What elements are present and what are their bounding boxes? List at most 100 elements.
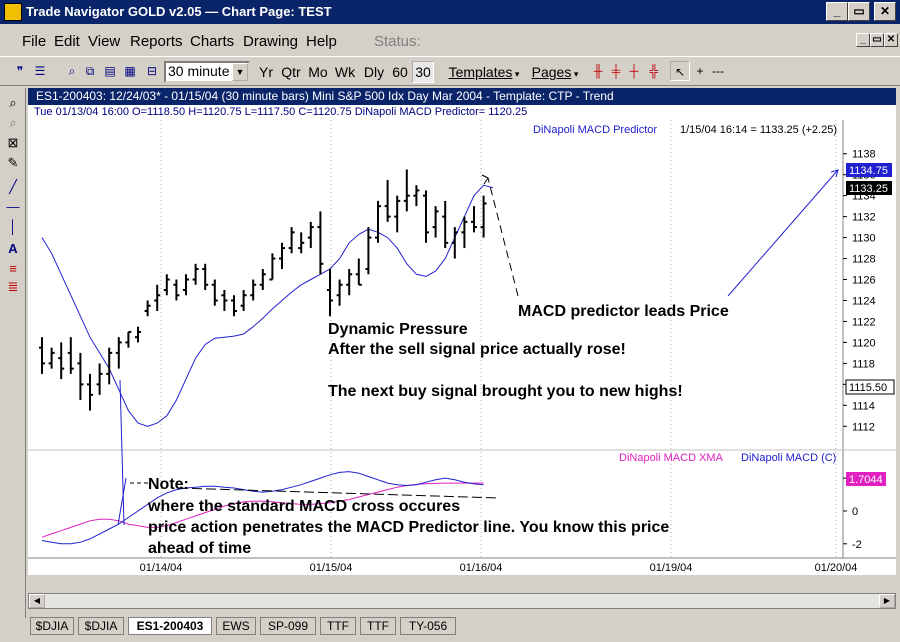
doc-restore-button[interactable]: ▭ xyxy=(870,33,884,47)
price-tick-label: 1114 xyxy=(852,400,875,412)
menu-help[interactable]: Help xyxy=(306,33,337,50)
leads-arrow-solid xyxy=(727,169,839,297)
zoom-in-icon[interactable]: ╬ xyxy=(649,64,659,78)
price-bar xyxy=(135,326,141,343)
interval-select[interactable]: 30 minute ▼ xyxy=(164,61,250,83)
period-mo-button[interactable]: Mo xyxy=(308,64,328,80)
price-bar xyxy=(259,269,266,290)
trendline-icon[interactable]: ╱ xyxy=(9,179,17,194)
price-bar xyxy=(442,200,449,249)
menu-file[interactable]: File xyxy=(22,33,47,50)
predictor-value-box xyxy=(846,163,892,177)
tab-ty-056[interactable]: TY-056 xyxy=(400,617,456,635)
period-dly-button[interactable]: Dly xyxy=(363,64,385,80)
quote-icon[interactable]: ❞ xyxy=(16,64,24,78)
price-bar xyxy=(394,195,401,233)
menu-edit[interactable]: Edit xyxy=(54,33,80,50)
tab-es1-200403[interactable]: ES1-200403 xyxy=(128,617,212,635)
chart-copy-icon[interactable]: ⧉ xyxy=(85,64,95,78)
tab-sp-099[interactable]: SP-099 xyxy=(260,617,316,635)
retracement-icon[interactable]: ≣ xyxy=(7,279,19,294)
price-bar xyxy=(87,373,93,411)
minimize-button[interactable]: _ xyxy=(826,2,848,21)
period-30-button[interactable]: 30 xyxy=(412,61,434,83)
price-bar xyxy=(451,227,458,259)
menu-drawing[interactable]: Drawing xyxy=(243,33,299,50)
text-tool-icon[interactable]: A xyxy=(8,241,18,256)
doc-close-button[interactable]: ✕ xyxy=(884,33,898,47)
status-label: Status: xyxy=(374,33,421,50)
vertical-line-icon[interactable]: │ xyxy=(8,219,18,234)
chart-new-icon[interactable]: ▤ xyxy=(104,64,116,78)
price-tick-label: 1138 xyxy=(852,149,876,161)
pages-label: Pages xyxy=(531,64,572,80)
price-bar xyxy=(202,263,209,290)
scroll-right-icon[interactable]: ▶ xyxy=(879,594,895,608)
date-tick-label: 01/14/04 xyxy=(140,562,183,574)
pointer-icon[interactable]: ↖ xyxy=(670,61,690,81)
templates-menu-button[interactable]: Templates ▾ xyxy=(444,61,524,83)
note-line-1: where the standard MACD cross occures xyxy=(147,498,460,515)
scroll-left-icon[interactable]: ◀ xyxy=(29,594,45,608)
fit-icon[interactable]: ⊠ xyxy=(7,135,19,150)
price-bar xyxy=(192,263,199,285)
macd-legend: DiNapoli MACD (C) xyxy=(741,452,836,464)
price-bar xyxy=(250,279,257,301)
crosshair-icon[interactable]: + xyxy=(696,64,704,78)
price-bar xyxy=(154,284,161,311)
price-tick-label: 1118 xyxy=(852,358,875,370)
chart-area[interactable]: 1112111411161118112011221124112611281130… xyxy=(28,120,896,575)
price-bar xyxy=(471,206,477,233)
note-line-3: ahead of time xyxy=(148,540,251,557)
period-qtr-button[interactable]: Qtr xyxy=(281,64,301,80)
price-chart[interactable]: 1112111411161118112011221124112611281130… xyxy=(28,120,896,575)
tab-ews[interactable]: EWS xyxy=(216,617,256,635)
close-button[interactable]: ✕ xyxy=(874,2,896,21)
zoom-out-icon[interactable]: ⌕ xyxy=(9,115,17,130)
horizontal-line-icon[interactable]: — xyxy=(6,199,20,214)
chart-add-icon[interactable]: ▦ xyxy=(124,64,136,78)
menu-reports[interactable]: Reports xyxy=(130,33,183,50)
doc-minimize-button[interactable]: _ xyxy=(856,33,870,47)
candle-type-icon[interactable]: ╪ xyxy=(611,64,621,78)
price-bar xyxy=(125,330,132,348)
chevron-down-icon[interactable]: ▼ xyxy=(232,63,248,81)
maximize-button[interactable]: ▭ xyxy=(848,2,870,21)
find-symbol-icon[interactable]: ⌕ xyxy=(68,64,76,78)
predictor-legend: DiNapoli MACD Predictor xyxy=(533,124,657,136)
menu-bar: File Edit View Reports Charts Drawing He… xyxy=(0,28,900,54)
macd-tick-label: 0 xyxy=(852,506,858,518)
macd-line xyxy=(41,471,484,545)
zoom-icon[interactable]: ⌕ xyxy=(9,95,17,110)
price-bar xyxy=(384,179,391,222)
tab-djia-1[interactable]: $DJIA xyxy=(30,617,74,635)
tab-ttf-1[interactable]: TTF xyxy=(320,617,356,635)
menu-charts[interactable]: Charts xyxy=(190,33,235,50)
price-bar xyxy=(115,337,122,369)
tab-ttf-2[interactable]: TTF xyxy=(360,617,396,635)
price-readout: 1/15/04 16:14 = 1133.25 (+2.25) xyxy=(680,124,837,136)
dash-icon[interactable]: --- xyxy=(712,64,724,78)
bar-period-icon[interactable]: ⊟ xyxy=(146,64,158,78)
pencil-icon[interactable]: ✎ xyxy=(7,155,19,170)
note-title: Note: xyxy=(148,476,189,493)
tab-djia-2[interactable]: $DJIA xyxy=(78,617,124,635)
bar-type-icon[interactable]: ╫ xyxy=(593,64,603,78)
pages-menu-button[interactable]: Pages ▾ xyxy=(528,61,582,83)
fibonacci-icon[interactable]: ≡ xyxy=(9,261,17,276)
period-60-button[interactable]: 60 xyxy=(392,64,408,80)
period-yr-button[interactable]: Yr xyxy=(259,64,273,80)
price-bar xyxy=(336,279,343,306)
price-bar xyxy=(432,206,439,238)
line-type-icon[interactable]: ┼ xyxy=(629,64,639,78)
horizontal-scrollbar[interactable]: ◀ ▶ xyxy=(28,593,896,609)
menu-view[interactable]: View xyxy=(88,33,121,50)
price-bar xyxy=(163,274,170,296)
title-bar[interactable]: Trade Navigator GOLD v2.05 — Chart Page:… xyxy=(0,0,900,24)
list-icon[interactable]: ☰ xyxy=(34,64,46,78)
symbol-tabs: $DJIA $DJIA ES1-200403 EWS SP-099 TTF TT… xyxy=(28,615,896,637)
price-bar xyxy=(279,242,285,270)
macd-tick-label: -2 xyxy=(852,539,862,551)
price-tick-label: 1120 xyxy=(852,337,876,349)
period-wk-button[interactable]: Wk xyxy=(334,64,356,80)
